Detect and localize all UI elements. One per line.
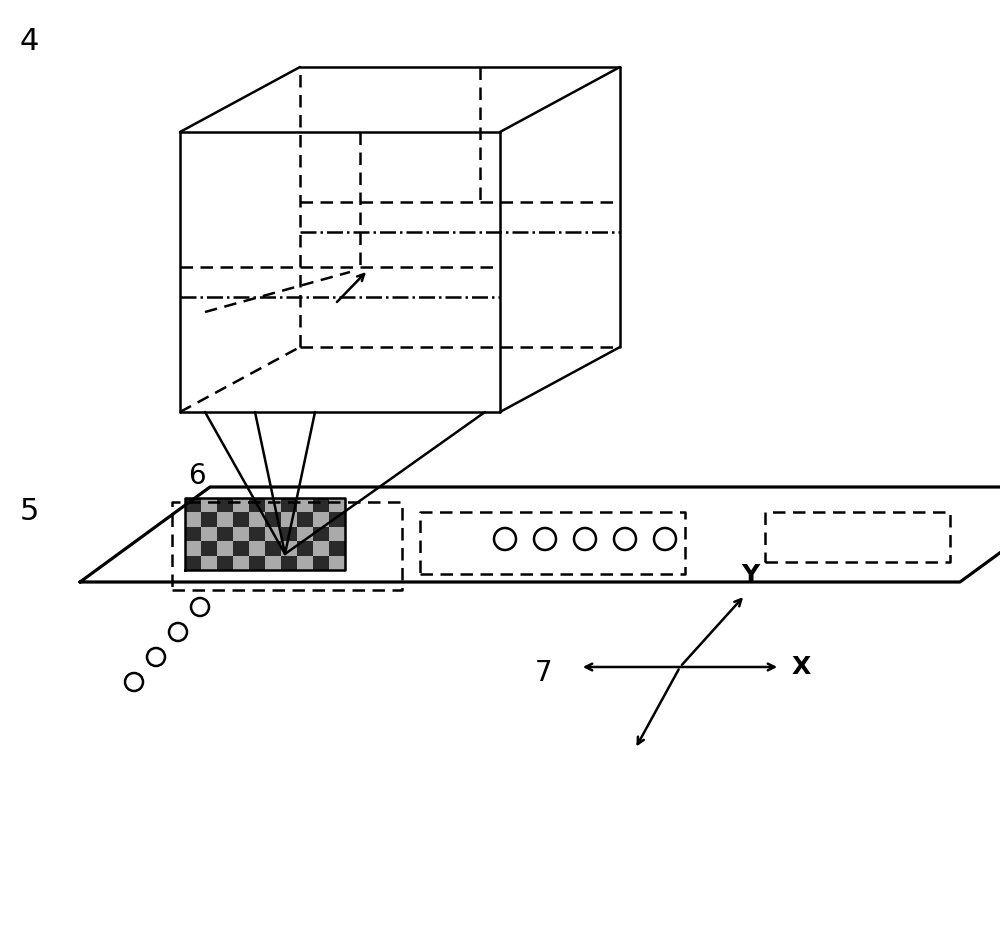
Polygon shape xyxy=(329,498,345,513)
Polygon shape xyxy=(233,541,249,555)
Polygon shape xyxy=(313,498,329,513)
Polygon shape xyxy=(233,498,249,513)
Polygon shape xyxy=(217,513,233,527)
Polygon shape xyxy=(265,513,281,527)
Polygon shape xyxy=(265,541,281,555)
Polygon shape xyxy=(249,527,265,541)
Polygon shape xyxy=(313,527,329,541)
Polygon shape xyxy=(201,541,217,555)
Polygon shape xyxy=(233,527,249,541)
Polygon shape xyxy=(265,498,281,513)
Text: Y: Y xyxy=(741,563,759,587)
Polygon shape xyxy=(217,555,233,570)
Polygon shape xyxy=(313,555,329,570)
Polygon shape xyxy=(297,513,313,527)
Polygon shape xyxy=(185,555,201,570)
Polygon shape xyxy=(185,527,201,541)
Polygon shape xyxy=(201,527,217,541)
Polygon shape xyxy=(201,513,217,527)
Polygon shape xyxy=(201,555,217,570)
Polygon shape xyxy=(281,541,297,555)
Polygon shape xyxy=(281,527,297,541)
Polygon shape xyxy=(217,498,233,513)
Polygon shape xyxy=(201,498,217,513)
Polygon shape xyxy=(297,555,313,570)
Polygon shape xyxy=(281,513,297,527)
Polygon shape xyxy=(329,555,345,570)
Text: 4: 4 xyxy=(20,27,39,56)
Text: X: X xyxy=(792,655,811,679)
Polygon shape xyxy=(185,498,201,513)
Polygon shape xyxy=(185,541,201,555)
Polygon shape xyxy=(249,498,265,513)
Polygon shape xyxy=(233,513,249,527)
Text: 6: 6 xyxy=(188,462,206,490)
Polygon shape xyxy=(249,555,265,570)
Polygon shape xyxy=(265,555,281,570)
Polygon shape xyxy=(329,513,345,527)
Polygon shape xyxy=(313,541,329,555)
Polygon shape xyxy=(297,527,313,541)
Text: 7: 7 xyxy=(535,659,553,687)
Polygon shape xyxy=(265,527,281,541)
Polygon shape xyxy=(185,513,201,527)
Polygon shape xyxy=(297,541,313,555)
Text: 5: 5 xyxy=(20,497,39,526)
Polygon shape xyxy=(249,513,265,527)
Polygon shape xyxy=(217,541,233,555)
Polygon shape xyxy=(281,498,297,513)
Polygon shape xyxy=(281,555,297,570)
Polygon shape xyxy=(329,541,345,555)
Polygon shape xyxy=(297,498,313,513)
Polygon shape xyxy=(313,513,329,527)
Polygon shape xyxy=(233,555,249,570)
Polygon shape xyxy=(249,541,265,555)
Polygon shape xyxy=(329,527,345,541)
Polygon shape xyxy=(217,527,233,541)
